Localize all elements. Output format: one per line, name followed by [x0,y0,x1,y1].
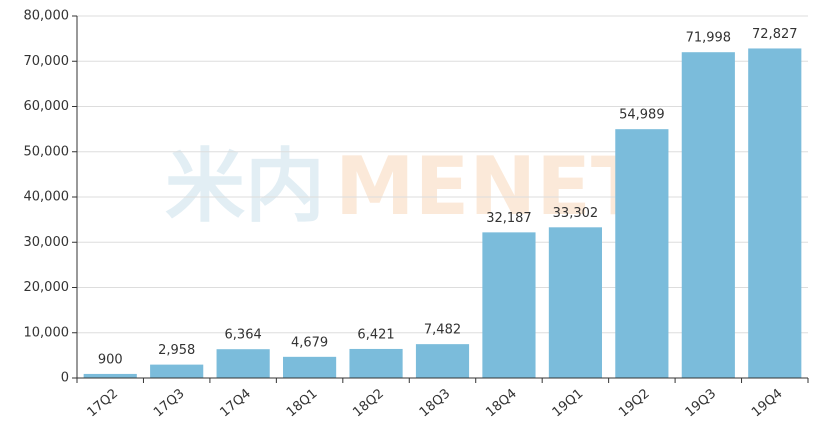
value-label: 6,421 [357,327,394,342]
value-label: 2,958 [158,343,195,358]
value-label: 6,364 [225,328,262,343]
value-label: 72,827 [752,27,798,42]
bar [681,52,735,379]
bar [415,344,470,378]
bar [216,349,270,378]
x-tick-label: 18Q4 [483,386,519,420]
x-tick-label: 19Q4 [749,386,785,420]
value-label: 32,187 [486,211,532,226]
value-label: 33,302 [553,206,599,221]
x-tick-label: 17Q3 [151,386,187,420]
watermark-en: MENET [335,140,646,233]
bar [615,129,669,378]
x-tick-label: 18Q1 [284,386,320,420]
value-label: 900 [98,352,123,367]
bar [748,48,802,378]
y-tick-label: 20,000 [24,280,70,295]
x-tick-label: 19Q3 [683,386,719,420]
bar [349,348,403,378]
x-tick-label: 19Q2 [616,386,652,420]
bar [283,356,337,378]
y-tick-label: 10,000 [24,325,70,340]
y-tick-label: 0 [61,371,69,386]
value-label: 71,998 [686,31,732,46]
watermark-cn: 米内 [165,140,325,233]
bar [150,364,204,378]
y-tick-label: 30,000 [24,235,70,250]
x-tick-label: 18Q2 [350,386,386,420]
value-label: 54,989 [619,108,665,123]
x-tick-label: 18Q3 [417,386,453,420]
y-tick-label: 80,000 [24,9,70,24]
x-tick-label: 17Q2 [85,386,121,420]
y-tick-label: 40,000 [24,190,70,205]
bar [548,227,602,378]
x-tick-label: 19Q1 [550,386,586,420]
y-tick-label: 60,000 [24,99,70,114]
bar [83,373,137,378]
x-tick-label: 17Q4 [217,386,253,420]
bar [482,232,536,378]
y-tick-label: 70,000 [24,54,70,69]
value-label: 7,482 [424,323,461,338]
y-tick-label: 50,000 [24,144,70,159]
value-label: 4,679 [291,335,328,350]
